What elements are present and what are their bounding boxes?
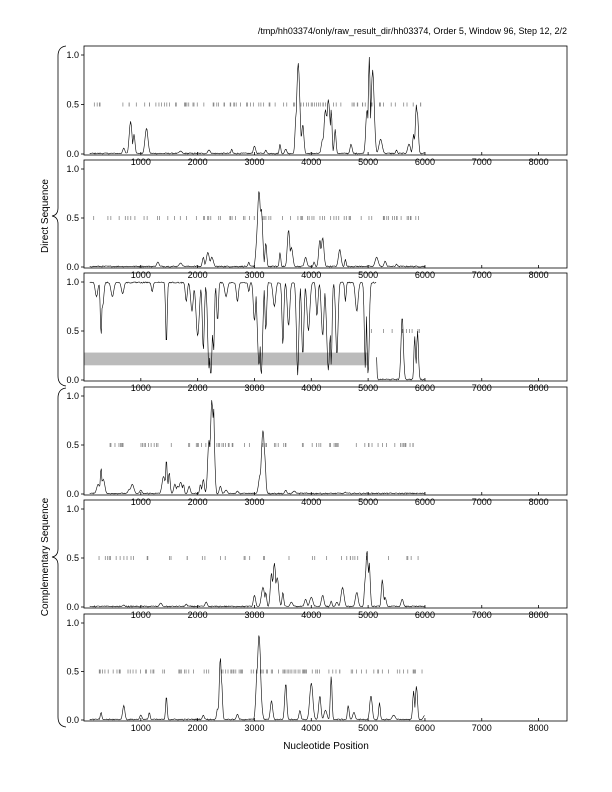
marker-row xyxy=(93,216,419,220)
x-tick-label: 7000 xyxy=(472,497,492,507)
y-tick-label: 0.0 xyxy=(66,602,79,612)
panel-frame1-complementary: 0.0 0.5 1.0 1000 2000 3000 4000 5000 6000 7000 800… xyxy=(66,386,568,507)
x-tick-label: 1000 xyxy=(131,497,151,507)
chart-title: /tmp/hh03374/only/raw_result_dir/hh03374… xyxy=(258,26,567,36)
x-tick-label: 2000 xyxy=(188,723,208,733)
x-tick-label: 7000 xyxy=(472,157,492,167)
x-tick-label: 1000 xyxy=(131,610,151,620)
x-tick-label: 6000 xyxy=(415,383,435,393)
x-tick-label: 6000 xyxy=(415,497,435,507)
series-line xyxy=(89,635,425,721)
panel-frame2-complementary: 0.0 0.5 1.0 1000 2000 3000 4000 5000 6000 7000 800… xyxy=(66,499,568,620)
y-tick-label: 0.0 xyxy=(66,262,79,272)
x-tick-label: 7000 xyxy=(472,383,492,393)
panel-frame xyxy=(83,45,568,156)
x-tick-label: 4000 xyxy=(301,723,321,733)
x-tick-label: 4000 xyxy=(301,610,321,620)
y-tick-label: 0.5 xyxy=(66,213,79,223)
x-tick-label: 5000 xyxy=(358,383,378,393)
x-tick-label: 7000 xyxy=(472,270,492,280)
x-tick-label: 8000 xyxy=(529,270,549,280)
x-tick-label: 1000 xyxy=(131,723,151,733)
panel-frame xyxy=(83,499,568,609)
panel-frame1-direct: 0.0 0.5 1.0 1000 2000 3000 4000 5000 6000 7000 800… xyxy=(66,45,568,167)
panel-frame3-direct: 0.0 0.5 1.0 1000 2000 3000 4000 5000 6000 7000 800… xyxy=(66,272,568,393)
x-tick-label: 5000 xyxy=(358,497,378,507)
x-tick-label: 4000 xyxy=(301,157,321,167)
y-tick-label: 1.0 xyxy=(66,164,79,174)
marker-row xyxy=(93,102,422,107)
y-tick-label: 0.0 xyxy=(66,149,79,159)
marker-row xyxy=(98,556,419,560)
x-tick-label: 5000 xyxy=(358,157,378,167)
x-tick-label: 5000 xyxy=(358,610,378,620)
x-tick-label: 2000 xyxy=(188,497,208,507)
x-tick-label: 6000 xyxy=(415,157,435,167)
x-tick-label: 1000 xyxy=(131,157,151,167)
y-tick-label: 0.0 xyxy=(66,489,79,499)
direct-sequence-label: Direct Sequence xyxy=(40,179,51,253)
x-tick-label: 1000 xyxy=(131,270,151,280)
x-tick-label: 3000 xyxy=(244,497,264,507)
x-tick-label: 2000 xyxy=(188,270,208,280)
x-tick-label: 8000 xyxy=(529,383,549,393)
panel-frame2-direct: 0.0 0.5 1.0 1000 2000 3000 4000 5000 6000 7000 800… xyxy=(66,159,568,280)
marker-row xyxy=(370,329,420,333)
panels: 0.0 0.5 1.0 1000 2000 3000 4000 5000 6000 7000 800… xyxy=(66,45,568,733)
panel-frame xyxy=(83,272,568,382)
panel-frame xyxy=(83,386,568,496)
complementary-sequence-brace xyxy=(51,387,67,728)
series-line xyxy=(89,400,425,495)
y-tick-label: 0.5 xyxy=(66,326,79,336)
x-tick-label: 1000 xyxy=(131,383,151,393)
x-tick-label: 3000 xyxy=(244,610,264,620)
x-tick-label: 7000 xyxy=(472,723,492,733)
series-line xyxy=(89,281,425,381)
x-tick-label: 6000 xyxy=(415,610,435,620)
complementary-sequence-label: Complementary Sequence xyxy=(40,497,51,616)
x-tick-label: 2000 xyxy=(188,383,208,393)
y-tick-label: 1.0 xyxy=(66,504,79,514)
x-tick-label: 2000 xyxy=(188,157,208,167)
x-tick-label: 3000 xyxy=(244,157,264,167)
marker-row xyxy=(109,443,414,447)
y-tick-label: 0.0 xyxy=(66,715,79,725)
highlight-band xyxy=(84,352,369,366)
y-tick-label: 0.5 xyxy=(66,100,79,110)
y-tick-label: 1.0 xyxy=(66,618,79,628)
x-tick-label: 6000 xyxy=(415,270,435,280)
series-line xyxy=(89,551,425,608)
series-line xyxy=(89,191,425,268)
x-tick-label: 4000 xyxy=(301,383,321,393)
x-axis-title: Nucleotide Position xyxy=(283,741,369,752)
panel-frame xyxy=(83,613,568,722)
x-tick-label: 5000 xyxy=(358,723,378,733)
x-tick-label: 3000 xyxy=(244,383,264,393)
series-line xyxy=(89,56,425,155)
y-tick-label: 1.0 xyxy=(66,277,79,287)
y-tick-label: 0.5 xyxy=(66,440,79,450)
y-tick-label: 0.5 xyxy=(66,553,79,563)
y-tick-label: 0.0 xyxy=(66,375,79,385)
panel-frame3-complementary: 0.0 0.5 1.0 1000 2000 3000 4000 5000 6000 7000 800… xyxy=(66,613,568,733)
x-tick-label: 5000 xyxy=(358,270,378,280)
y-tick-label: 1.0 xyxy=(66,391,79,401)
x-tick-label: 8000 xyxy=(529,723,549,733)
x-tick-label: 3000 xyxy=(244,270,264,280)
x-tick-label: 7000 xyxy=(472,610,492,620)
x-tick-label: 4000 xyxy=(301,497,321,507)
x-tick-label: 2000 xyxy=(188,610,208,620)
direct-sequence-brace xyxy=(51,45,67,387)
x-tick-label: 8000 xyxy=(529,157,549,167)
x-tick-label: 6000 xyxy=(415,723,435,733)
x-tick-label: 8000 xyxy=(529,497,549,507)
y-tick-label: 0.5 xyxy=(66,667,79,677)
x-tick-label: 4000 xyxy=(301,270,321,280)
x-tick-label: 3000 xyxy=(244,723,264,733)
panel-frame xyxy=(83,159,568,269)
x-tick-label: 8000 xyxy=(529,610,549,620)
y-tick-label: 1.0 xyxy=(66,50,79,60)
